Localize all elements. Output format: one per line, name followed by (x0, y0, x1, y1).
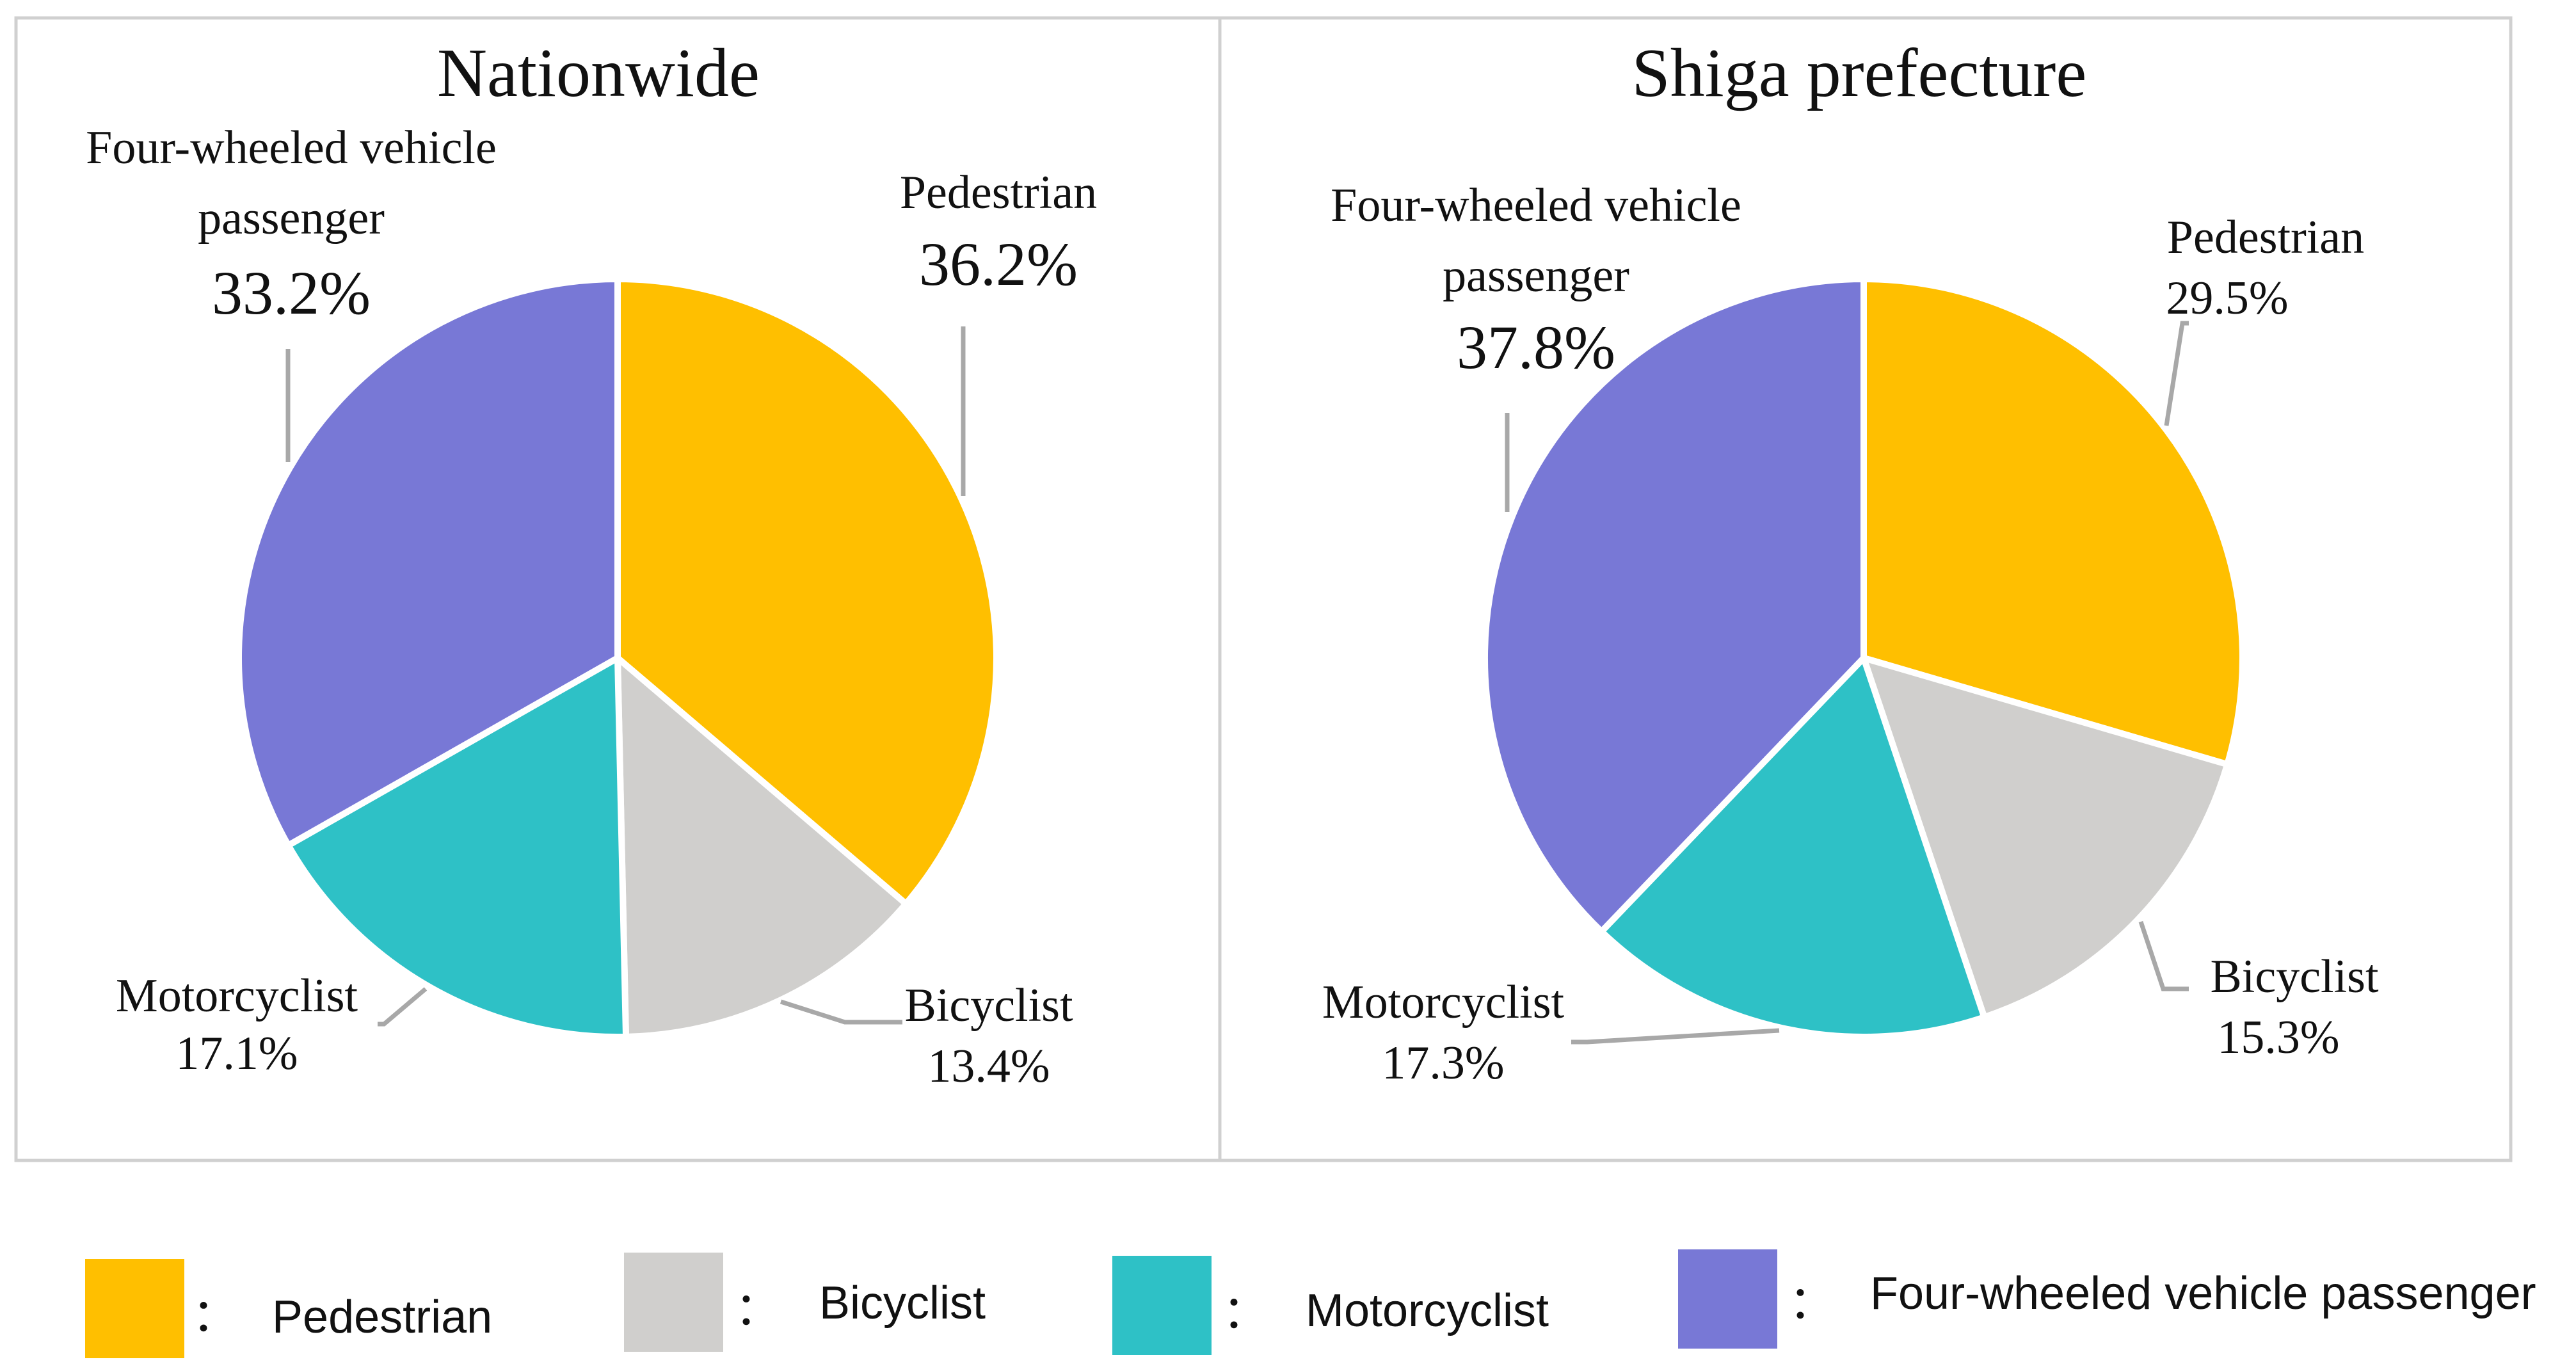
legend-swatch-motorcyclist (1112, 1256, 1212, 1355)
leader-line-bicyclist-nationwide (780, 999, 902, 1025)
pie-panel-nationwide: Nationwide Pedestrian 36.2% Bicyclist 13… (86, 35, 1097, 1093)
slice-label-pedestrian-shiga: Pedestrian (2167, 211, 2364, 264)
legend-separator-bicyclist: ： (735, 1284, 781, 1335)
slice-label-bicyclist-shiga: Bicyclist (2210, 950, 2379, 1003)
pie-slice-motorcyclist-shiga (1598, 655, 1988, 1040)
pie-slice-pedestrian-shiga (1860, 276, 2246, 768)
slice-label-motorcyclist-shiga: Motorcyclist (1322, 976, 1565, 1029)
legend-label-motorcyclist: Motorcyclist (1306, 1285, 1549, 1336)
slice-label-four-wheeled-shiga-line1: Four-wheeled vehicle (1331, 179, 1741, 232)
slice-value-bicyclist-shiga: 15.3% (2217, 1011, 2339, 1064)
pie-slice-motorcyclist-nationwide (285, 655, 630, 1040)
slice-value-bicyclist-nationwide: 13.4% (927, 1040, 1050, 1093)
legend-item-motorcyclist: ： Motorcyclist (1112, 1256, 1549, 1355)
slice-value-motorcyclist-nationwide: 17.1% (175, 1027, 298, 1080)
pie-shiga (1482, 276, 2246, 1040)
legend-swatch-four-wheeled (1678, 1249, 1777, 1349)
chart-title-shiga: Shiga prefecture (1632, 35, 2087, 111)
pie-slice-four-wheeled-nationwide (236, 276, 621, 849)
leader-line-pedestrian-shiga (2164, 321, 2189, 426)
legend-label-four-wheeled: Four-wheeled vehicle passenger (1870, 1268, 2536, 1319)
legend-swatch-bicyclist (624, 1253, 723, 1352)
chart-frame (14, 16, 2513, 1162)
legend-label-bicyclist: Bicyclist (819, 1278, 986, 1329)
leader-line-motorcyclist-shiga (1571, 1028, 1780, 1045)
legend-item-pedestrian: ： Pedestrian (85, 1259, 492, 1358)
legend: ： Pedestrian ： Bicyclist ： Motorcyclist … (85, 1249, 2536, 1358)
legend-swatch-pedestrian (85, 1259, 184, 1358)
leader-line-bicyclist-shiga (2138, 920, 2189, 991)
legend-item-bicyclist: ： Bicyclist (624, 1253, 986, 1352)
pie-panel-shiga: Shiga prefecture Pedestrian 29.5% Bicycl… (1322, 35, 2379, 1089)
slice-label-four-wheeled-shiga-line2: passenger (1443, 250, 1629, 302)
slice-label-four-wheeled-nationwide-line1: Four-wheeled vehicle (86, 122, 497, 174)
pie-nationwide (236, 276, 1000, 1040)
slice-label-bicyclist-nationwide: Bicyclist (904, 979, 1073, 1032)
slice-label-motorcyclist-nationwide: Motorcyclist (116, 970, 358, 1022)
chart-title-nationwide: Nationwide (437, 35, 760, 111)
slice-label-pedestrian-nationwide: Pedestrian (900, 166, 1097, 219)
slice-value-pedestrian-shiga: 29.5% (2166, 272, 2288, 325)
pie-slice-bicyclist-nationwide (614, 655, 909, 1040)
legend-separator-motorcyclist: ： (1222, 1287, 1268, 1338)
legend-separator-four-wheeled: ： (1789, 1278, 1835, 1329)
legend-item-four-wheeled: ： Four-wheeled vehicle passenger (1678, 1249, 2536, 1349)
slice-value-four-wheeled-shiga: 37.8% (1457, 313, 1615, 381)
slice-value-motorcyclist-shiga: 17.3% (1382, 1037, 1504, 1089)
leader-line-motorcyclist-nationwide (378, 987, 428, 1027)
pie-slice-four-wheeled-shiga (1482, 276, 1867, 935)
legend-label-pedestrian: Pedestrian (272, 1292, 492, 1343)
slice-value-four-wheeled-nationwide: 33.2% (212, 259, 371, 327)
legend-separator-pedestrian: ： (192, 1290, 238, 1342)
slice-value-pedestrian-nationwide: 36.2% (919, 230, 1078, 298)
pie-slice-pedestrian-nationwide (614, 276, 1000, 908)
slice-label-four-wheeled-nationwide-line2: passenger (198, 192, 385, 245)
